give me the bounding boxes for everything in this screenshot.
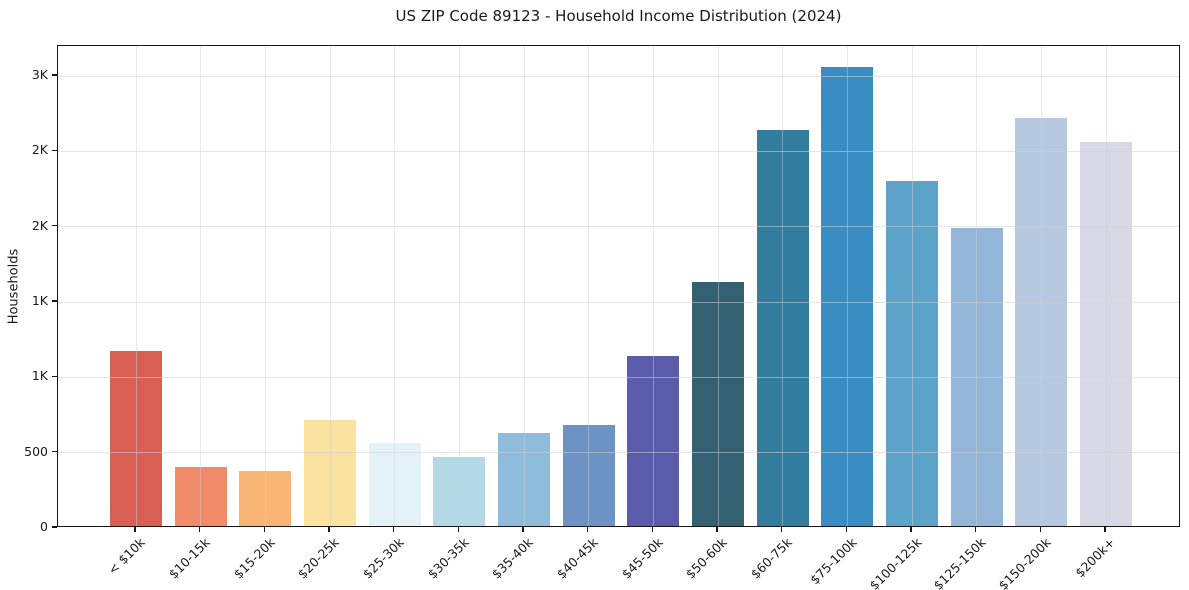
x-tick-mark xyxy=(1039,527,1042,532)
x-tick-label: $100-125k xyxy=(865,534,925,590)
x-tick-label: $60-75k xyxy=(747,534,795,582)
y-gridline-3000 xyxy=(58,75,1179,77)
x-tick-label: $20-25k xyxy=(295,534,343,582)
x-gridline xyxy=(782,46,784,526)
x-gridline xyxy=(1105,46,1107,526)
x-tick-mark xyxy=(328,527,330,532)
y-tick-label: 500 xyxy=(24,443,48,459)
x-tick-label: $10-15k xyxy=(165,534,213,582)
x-tick-label: $45-50k xyxy=(618,534,666,582)
x-gridline xyxy=(717,46,719,526)
plot-area xyxy=(57,45,1180,527)
bar-15-20k xyxy=(239,471,292,526)
y-tick-label: 1K xyxy=(31,293,48,309)
x-tick-label: $15-20k xyxy=(230,534,278,582)
x-tick-mark xyxy=(780,527,783,532)
x-gridline xyxy=(329,46,331,526)
x-tick-mark xyxy=(522,527,524,532)
x-gridline xyxy=(458,46,460,526)
bar-10k xyxy=(110,351,162,526)
x-tick-mark xyxy=(457,527,460,532)
y-tick-mark xyxy=(52,526,57,528)
x-tick-label: $40-45k xyxy=(553,534,601,582)
y-gridline-2500 xyxy=(58,150,1179,152)
x-gridline xyxy=(1040,46,1042,526)
bar-25-30k xyxy=(368,443,421,526)
y-tick-label: 2K xyxy=(31,142,48,158)
x-gridline xyxy=(976,46,978,526)
y-tick-mark xyxy=(52,450,57,453)
bar-10-15k xyxy=(174,466,227,526)
bar-150-200k xyxy=(1015,117,1068,526)
bar-30-35k xyxy=(433,456,486,526)
x-gridline xyxy=(588,46,590,526)
x-tick-mark xyxy=(198,527,201,532)
x-tick-mark xyxy=(910,527,912,532)
y-tick-mark xyxy=(52,149,57,152)
x-tick-mark xyxy=(651,527,654,532)
x-gridline xyxy=(200,46,202,526)
bar-200k xyxy=(1080,141,1132,526)
y-gridline-1500 xyxy=(58,301,1179,303)
x-gridline xyxy=(135,46,137,526)
x-gridline xyxy=(523,46,525,526)
y-tick-mark xyxy=(52,375,57,378)
x-gridline xyxy=(394,46,396,526)
x-tick-label: < $10k xyxy=(105,534,149,578)
y-tick-mark xyxy=(52,300,57,302)
x-tick-label: $200k+ xyxy=(1072,534,1119,581)
x-gridline xyxy=(264,46,266,526)
bar-100-125k xyxy=(886,181,938,526)
y-tick-mark xyxy=(52,225,57,227)
y-axis-label: Households xyxy=(6,248,22,325)
y-tick-label: 2K xyxy=(31,217,48,233)
y-gridline-2000 xyxy=(58,226,1179,228)
chart-title: US ZIP Code 89123 - Household Income Dis… xyxy=(395,7,842,25)
x-tick-label: $150-200k xyxy=(995,534,1054,590)
bar-35-40k xyxy=(498,432,550,526)
bar-50-60k xyxy=(692,282,744,526)
y-tick-label: 1K xyxy=(31,368,48,384)
x-tick-mark xyxy=(1104,527,1106,532)
x-tick-label: $75-100k xyxy=(806,534,860,588)
bar-60-75k xyxy=(756,129,809,526)
y-tick-label: 3K xyxy=(31,67,48,83)
x-tick-label: $35-40k xyxy=(489,534,537,582)
x-tick-label: $30-35k xyxy=(424,534,472,582)
x-tick-mark xyxy=(974,527,977,532)
x-tick-mark xyxy=(134,527,136,532)
x-gridline xyxy=(652,46,654,526)
x-gridline xyxy=(846,46,848,526)
x-tick-label: $50-60k xyxy=(683,534,731,582)
y-tick-mark xyxy=(52,74,57,76)
y-gridline-500 xyxy=(58,452,1179,454)
bar-75-100k xyxy=(821,66,874,526)
x-gridline xyxy=(911,46,913,526)
x-tick-mark xyxy=(586,527,589,532)
y-gridline-1000 xyxy=(58,376,1179,378)
x-tick-label: $125-150k xyxy=(930,534,989,590)
x-tick-mark xyxy=(392,527,395,532)
bar-40-45k xyxy=(562,425,615,526)
x-tick-mark xyxy=(845,527,848,532)
y-tick-label: 0 xyxy=(40,519,48,534)
bar-45-50k xyxy=(627,355,680,526)
bar-20-25k xyxy=(304,419,356,526)
x-tick-mark xyxy=(716,527,718,532)
x-tick-mark xyxy=(263,527,266,532)
x-tick-label: $25-30k xyxy=(359,534,407,582)
